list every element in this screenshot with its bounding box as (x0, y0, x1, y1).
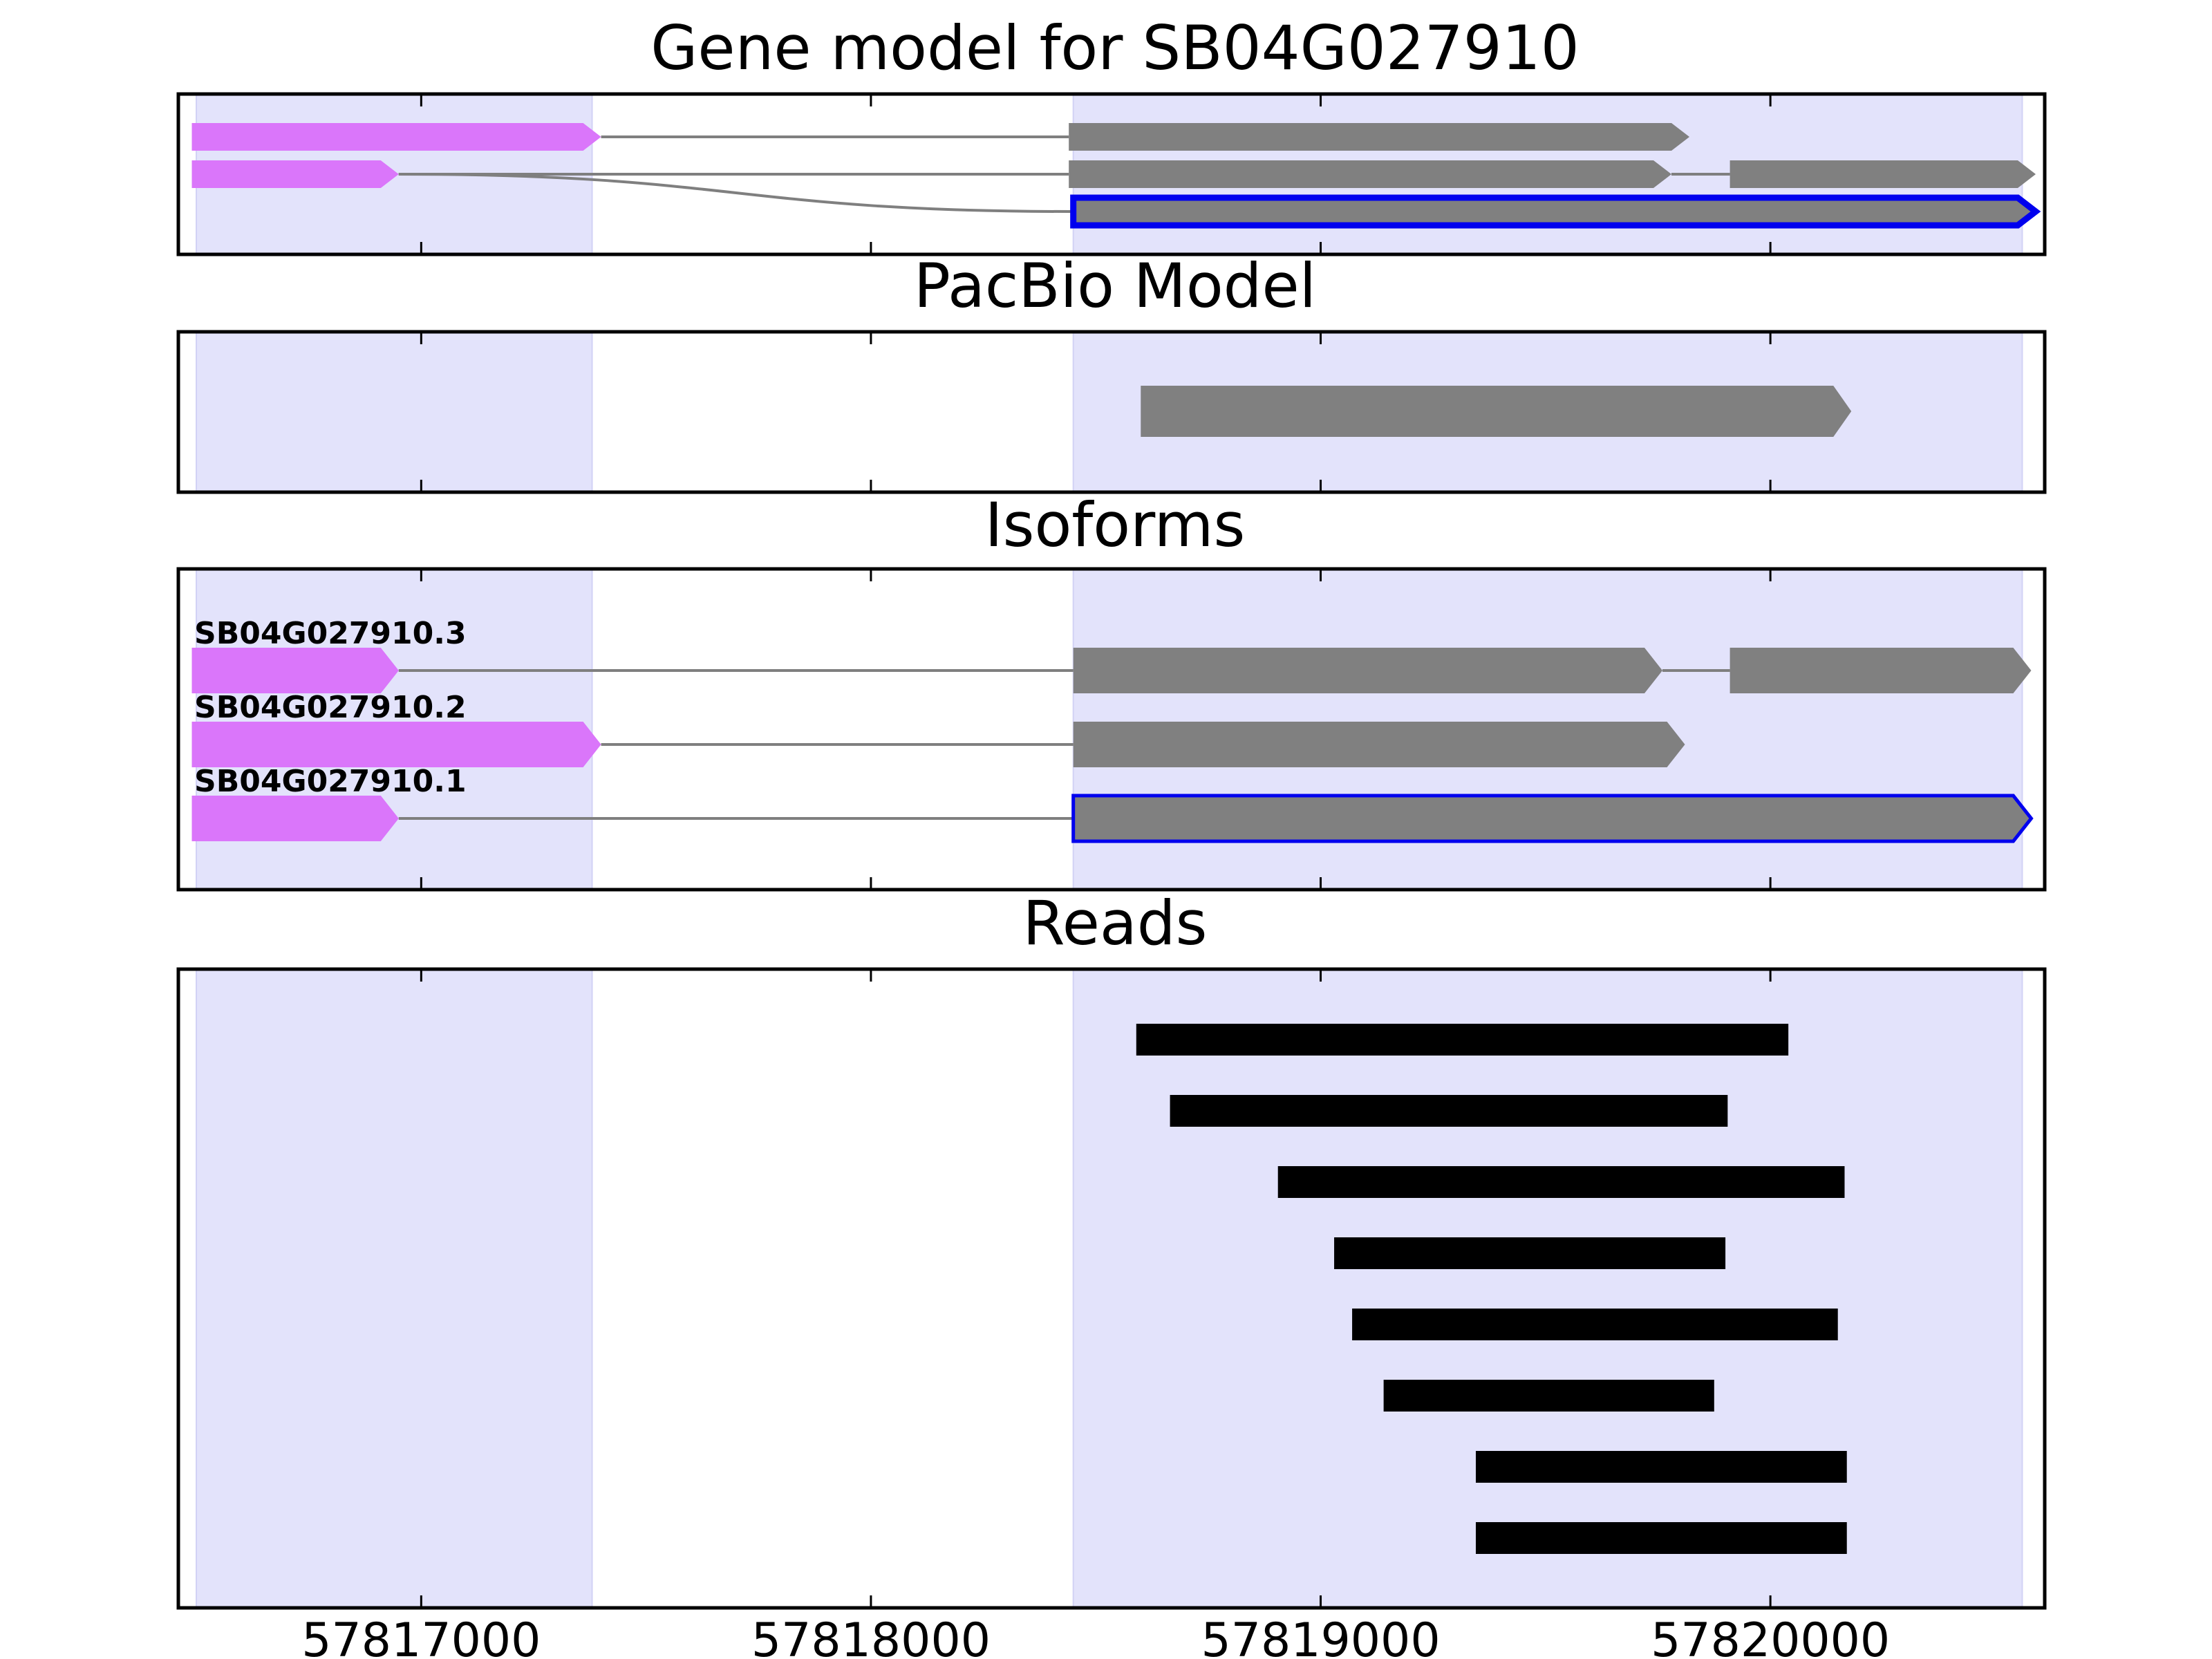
utr-exon-block (191, 160, 399, 188)
reads-ticks (420, 969, 1772, 1608)
isoforms-ticks (420, 569, 1772, 890)
read-bar (1136, 1024, 1789, 1056)
intron-line (398, 173, 1074, 213)
utr-exon-block (191, 796, 399, 841)
x-axis-tick-labels: 57817000 57818000 57819000 57820000 (301, 1613, 1890, 1659)
x-tick-label: 57820000 (1651, 1613, 1890, 1659)
pacbio-model-panel: PacBio Model (176, 250, 2047, 494)
utr-exon-block (191, 722, 601, 767)
exon-shading-band (1072, 968, 2023, 1609)
exon-shading-band (196, 331, 593, 493)
isoforms-title: Isoforms (985, 489, 1246, 561)
isoforms-frame (176, 567, 2047, 892)
read-features (1136, 1024, 1847, 1554)
transcript-features (191, 123, 2041, 229)
utr-exon-block (191, 123, 601, 151)
cds-exon-block (1069, 160, 1671, 188)
cds-exon-block (1073, 648, 1662, 693)
isoform-label: SB04G027910.3 (194, 616, 467, 651)
isoform-label: SB04G027910.1 (194, 764, 467, 799)
x-tick-label: 57817000 (301, 1613, 541, 1659)
selected-cds-exon-block (1071, 794, 2034, 843)
read-bar (1170, 1095, 1728, 1127)
reads-title: Reads (1023, 888, 1208, 959)
x-tick-label: 57819000 (1201, 1613, 1440, 1659)
cds-exon-block (1073, 722, 1685, 767)
read-bar (1352, 1309, 1838, 1340)
isoforms-panel: Isoforms SB04G027910.3SB04G027910.2SB04G… (176, 489, 2047, 892)
gene-model-panel: Gene model for SB04G027910 (176, 12, 2047, 256)
read-bar (1475, 1522, 1847, 1554)
gene-model-title: Gene model for SB04G027910 (650, 12, 1580, 84)
x-tick-label: 57818000 (751, 1613, 991, 1659)
isoform-features: SB04G027910.3 SB04G027910.2 SB04G027910.1 (191, 616, 2034, 843)
pacbio-features (1141, 386, 1852, 437)
gene-model-ticks (420, 94, 1772, 254)
pacbio-model-ticks (420, 332, 1772, 492)
cds-exon-block (1730, 160, 2036, 188)
pacbio-model-frame (176, 330, 2047, 494)
read-bar (1383, 1380, 1714, 1412)
cds-exon-block (1069, 123, 1690, 151)
cds-exon-block (1141, 386, 1852, 437)
pacbio-model-title: PacBio Model (914, 250, 1316, 321)
reads-frame (176, 967, 2047, 1610)
reads-panel: Reads 57817000 57818000 57819000 57820000 (176, 888, 2047, 1659)
exon-shading (196, 968, 2023, 1609)
gene-model-frame (176, 92, 2047, 256)
selected-cds-exon-block (1070, 194, 2041, 229)
read-bar (1277, 1166, 1845, 1198)
exon-shading-band (196, 968, 593, 1609)
isoform-label: SB04G027910.2 (194, 690, 467, 725)
utr-exon-block (191, 648, 399, 693)
read-bar (1475, 1451, 1847, 1483)
read-bar (1334, 1237, 1726, 1269)
cds-exon-block (1730, 648, 2032, 693)
